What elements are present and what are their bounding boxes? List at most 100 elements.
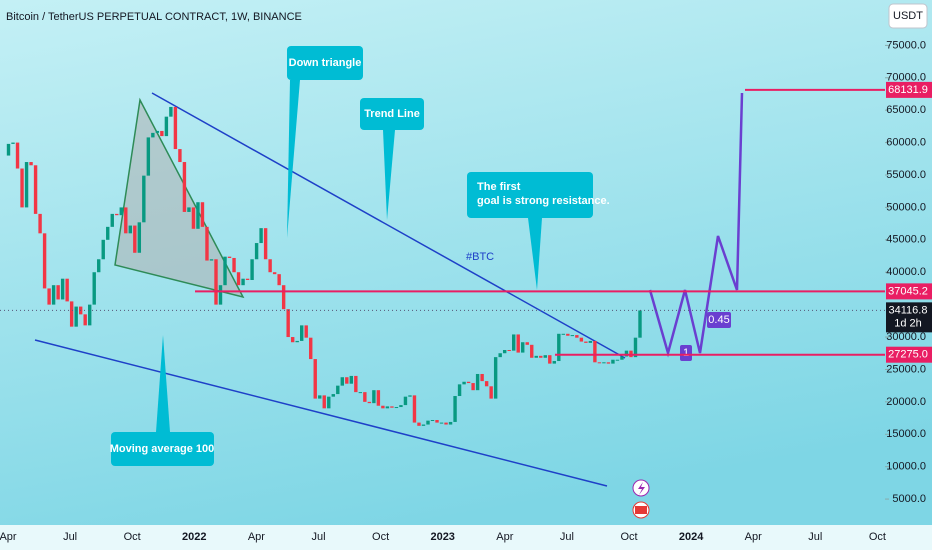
countdown-label: 1d 2h [894,317,922,329]
y-tick-label: 30000.0 [886,331,926,343]
candle [620,356,624,360]
candle [399,405,403,408]
currency-label: USDT [893,10,923,22]
candle [394,407,399,409]
candle [579,337,584,342]
candle [38,213,42,234]
candle [115,213,119,216]
candle [146,137,151,176]
candle [124,207,128,234]
y-tick-label: 60000.0 [886,136,926,148]
projection-label: 0.45 [708,314,729,326]
last-price-tag [886,302,932,333]
candle [349,375,354,384]
candle [65,278,69,302]
candle [137,222,142,253]
candle [466,381,471,384]
candle [47,288,51,305]
projection-path [648,92,744,358]
candle [448,421,453,425]
candle [602,362,606,364]
x-tick-label: Apr [0,531,17,543]
candle [241,278,245,286]
y-tick-label: 25000.0 [886,363,926,375]
candle [552,361,556,364]
y-tick-label: 45000.0 [886,234,926,246]
y-tick-label: 40000.0 [886,266,926,278]
candle [484,381,489,387]
candle [281,285,286,310]
x-tick-label: Jul [63,531,77,543]
candle [15,142,20,169]
candle [439,422,444,424]
candle [516,334,520,353]
candle [521,342,525,353]
candle [97,259,101,273]
candle [624,350,629,357]
candle [345,377,349,384]
candle [584,341,588,343]
candle [367,401,372,404]
candle [309,337,313,360]
candle [200,202,205,227]
candle [133,225,137,253]
candle [336,385,340,395]
candle [164,116,169,137]
candle [142,175,146,223]
candle [331,394,335,397]
event-icon-glyph [638,482,645,495]
candle [588,340,593,343]
candle [232,257,236,273]
candle [74,306,78,327]
y-tick-label: 10000.0 [886,461,926,473]
candle [286,309,290,338]
candle [290,337,295,343]
y-tick-label: 5000.0 [892,493,926,505]
candle [51,285,56,305]
candle [169,106,173,117]
candle [615,359,620,361]
candle [110,213,114,227]
candle [106,226,110,240]
candle [354,375,358,393]
y-tick-label: 50000.0 [886,201,926,213]
candle [561,333,566,335]
candle [412,395,417,423]
candle [566,333,570,336]
x-tick-label: Oct [124,531,141,543]
currency-button[interactable] [888,3,928,29]
x-tick-label: Oct [869,531,886,543]
candle [92,272,96,305]
x-tick-label: 2022 [182,531,206,543]
candle [489,386,493,399]
y-tick-label: 70000.0 [886,72,926,84]
candle [638,310,642,338]
price-tag-label: 27275.0 [888,349,928,361]
candle [530,344,534,358]
candle [385,406,390,409]
candle [376,390,381,406]
candle [155,130,160,133]
candle [462,381,466,385]
candle [390,406,394,408]
candle [259,228,263,244]
candle [245,278,250,280]
candle [611,359,615,364]
candle [322,395,326,409]
x-tick-label: Apr [248,531,265,543]
candle [119,207,123,216]
candle [318,395,322,399]
candle [173,106,178,150]
candle [6,143,11,156]
x-tick-label: 2024 [679,531,704,543]
x-tick-label: 2023 [430,531,454,543]
candle [268,259,272,273]
candle [191,207,196,229]
candle [272,272,277,275]
candle [525,342,529,345]
candle [151,132,155,138]
price-tag [886,81,932,98]
candle [457,384,462,397]
candle [313,359,317,399]
candle [426,420,430,425]
